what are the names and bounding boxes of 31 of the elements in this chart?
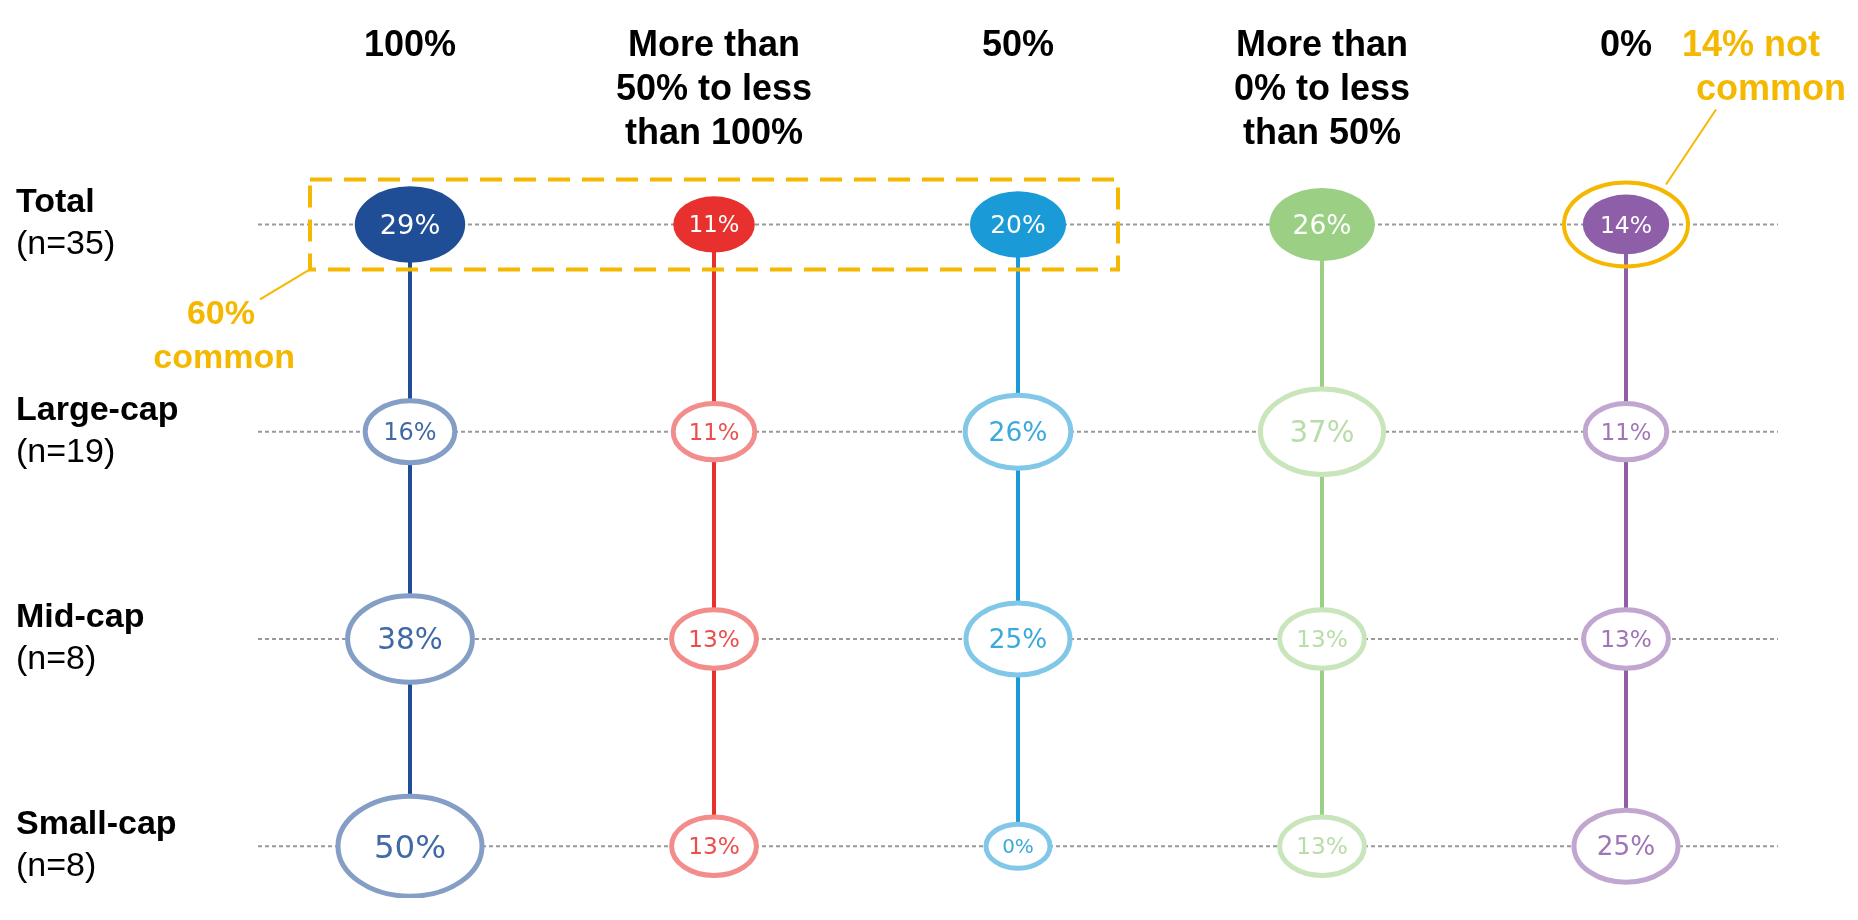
x-tick-label: 0%	[1599, 23, 1653, 64]
data-label: 14%	[1599, 210, 1653, 239]
data-label: 11%	[688, 418, 740, 445]
data-label: 26%	[1292, 208, 1352, 240]
data-label: 20%	[990, 210, 1046, 240]
data-label: 26%	[988, 415, 1048, 447]
data-label: 50%	[373, 827, 447, 866]
data-label: 0%	[1002, 834, 1034, 859]
data-label: 11%	[1600, 418, 1652, 445]
data-label: 13%	[1296, 625, 1348, 653]
annotation: 60% common	[153, 293, 295, 376]
data-label: 25%	[988, 624, 1048, 655]
y-tick-label: Mid-cap (n=8)	[16, 595, 145, 676]
data-label: 29%	[379, 208, 441, 240]
y-tick-label: Small-cap (n=8)	[16, 803, 177, 884]
data-label: 11%	[688, 211, 740, 238]
data-label: 13%	[1600, 625, 1652, 653]
text: 14% not common	[1681, 23, 1847, 108]
data-label: 13%	[688, 832, 740, 860]
x-tick-label: More than 0% to less than 50%	[1233, 23, 1411, 152]
x-tick-label: More than 50% to less than 100%	[615, 23, 813, 152]
data-label: 13%	[688, 625, 740, 653]
y-tick-label: Total (n=35)	[16, 181, 116, 262]
data-label: 13%	[1296, 832, 1348, 860]
data-label: 16%	[383, 418, 437, 447]
data-label: 38%	[377, 622, 443, 657]
x-tick-label: 100%	[363, 23, 457, 64]
data-label: 25%	[1596, 831, 1656, 862]
y-tick-label: Large-cap (n=19)	[16, 388, 179, 469]
data-label: 37%	[1289, 414, 1355, 449]
x-tick-label: 50%	[981, 23, 1055, 64]
